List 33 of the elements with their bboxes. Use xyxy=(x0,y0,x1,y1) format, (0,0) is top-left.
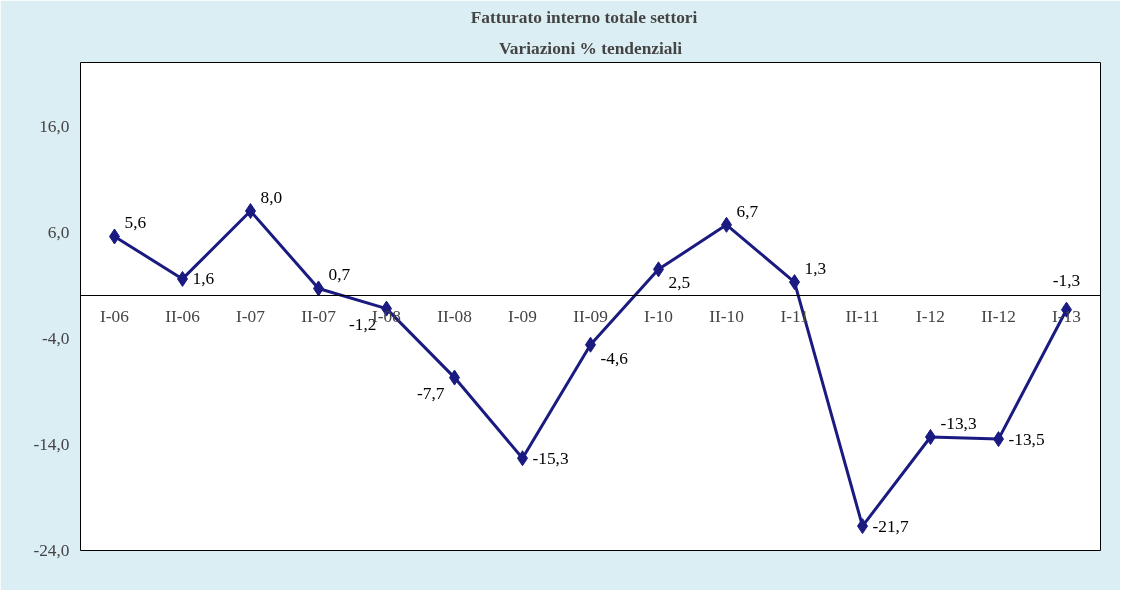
data-label: 0,7 xyxy=(328,265,351,285)
data-label: -13,3 xyxy=(940,413,977,433)
data-label: 8,0 xyxy=(260,188,283,208)
data-label: -13,5 xyxy=(1008,429,1045,449)
x-tick-label: I-12 xyxy=(916,306,945,326)
x-tick-label: II-12 xyxy=(981,306,1016,326)
x-tick-label: II-09 xyxy=(573,306,608,326)
data-label: -15,3 xyxy=(532,448,569,468)
x-tick-label: II-06 xyxy=(165,306,201,326)
y-tick-label: 16,0 xyxy=(39,116,70,136)
x-tick-label: I-06 xyxy=(100,306,130,326)
x-tick-label: II-11 xyxy=(845,306,880,326)
data-label: 5,6 xyxy=(124,213,147,233)
x-tick-label: II-08 xyxy=(437,306,472,326)
x-tick-label: II-07 xyxy=(301,306,337,326)
y-tick-label: 6,0 xyxy=(47,222,70,242)
y-tick-label: -14,0 xyxy=(33,434,70,454)
x-tick-label: II-10 xyxy=(709,306,744,326)
y-tick-label: -24,0 xyxy=(33,541,70,560)
chart-subtitle: Variazioni % tendenziali xyxy=(498,38,683,58)
chart-title: Fatturato interno totale settori xyxy=(470,7,698,27)
x-tick-label: I-07 xyxy=(236,306,266,326)
data-label: -21,7 xyxy=(872,516,909,536)
data-label: 2,5 xyxy=(668,273,691,293)
data-label: 6,7 xyxy=(736,201,759,221)
data-label: 1,3 xyxy=(804,259,827,279)
x-tick-label: I-10 xyxy=(644,306,673,326)
data-label: -4,6 xyxy=(600,348,629,368)
x-tick-label: I-09 xyxy=(508,306,537,326)
data-label: -7,7 xyxy=(417,383,445,403)
data-label: 1,6 xyxy=(192,269,215,289)
y-tick-label: -4,0 xyxy=(42,328,70,348)
data-label: -1,3 xyxy=(1052,270,1081,290)
